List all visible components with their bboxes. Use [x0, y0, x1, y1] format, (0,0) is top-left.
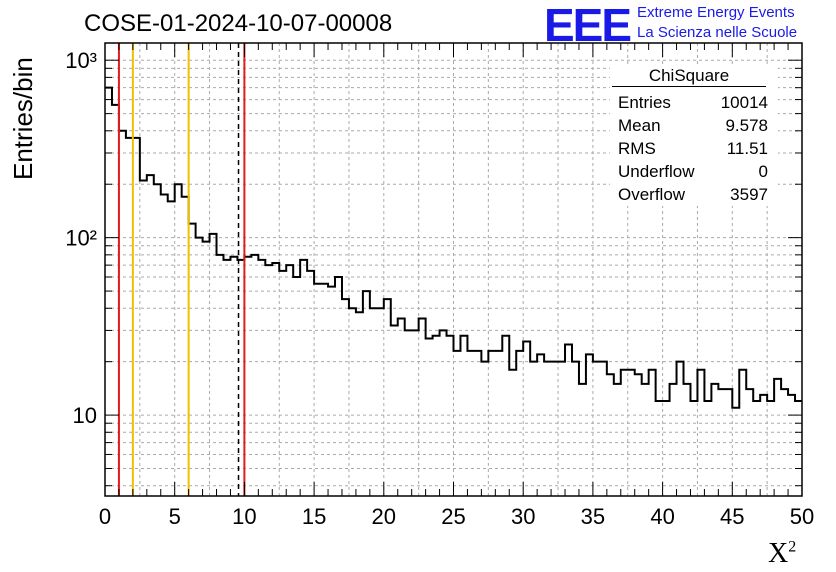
stats-label: Mean — [618, 116, 661, 135]
stats-row: Overflow 3597 — [610, 183, 778, 206]
stats-box: ChiSquare Entries 10014 Mean 9.578 RMS 1… — [610, 66, 778, 206]
x-tick-label: 5 — [169, 504, 181, 529]
y-tick-label: 10 — [73, 403, 97, 428]
stats-label: Overflow — [618, 185, 686, 204]
stats-value: 0 — [758, 162, 768, 181]
stats-value: 3597 — [730, 185, 768, 204]
x-tick-label: 15 — [302, 504, 326, 529]
stats-value: 9.578 — [725, 116, 768, 135]
stats-row: Mean 9.578 — [610, 114, 778, 137]
stats-row: Entries 10014 — [610, 91, 778, 114]
x-tick-label: 40 — [650, 504, 674, 529]
chart-title: COSE-01-2024-10-07-00008 — [84, 10, 393, 37]
y-tick-label: 10³ — [65, 48, 97, 73]
stats-label: Underflow — [618, 162, 695, 181]
stats-title: ChiSquare — [612, 66, 766, 87]
x-tick-label: 0 — [99, 504, 111, 529]
stats-row: Underflow 0 — [610, 160, 778, 183]
stats-label: Entries — [618, 93, 671, 112]
x-tick-label: 25 — [441, 504, 465, 529]
x-tick-label: 20 — [372, 504, 396, 529]
y-axis-label: Entries/bin — [8, 57, 38, 180]
stats-value: 10014 — [720, 93, 768, 112]
histogram-series — [105, 86, 802, 409]
x-tick-label: 30 — [511, 504, 535, 529]
x-tick-label: 45 — [720, 504, 744, 529]
logo-caption-line1: Extreme Energy Events — [637, 4, 795, 21]
logo-caption-line2: La Scienza nelle Scuole — [637, 24, 798, 41]
stats-label: RMS — [618, 139, 656, 158]
x-tick-label: 10 — [232, 504, 256, 529]
y-tick-label: 10² — [65, 226, 97, 251]
x-tick-label: 50 — [790, 504, 814, 529]
x-tick-label: 35 — [581, 504, 605, 529]
stats-row: RMS 11.51 — [610, 137, 778, 160]
eee-logo: EEE — [544, 0, 632, 51]
stats-value: 11.51 — [726, 139, 768, 158]
x-axis-label: X2 — [768, 538, 797, 569]
